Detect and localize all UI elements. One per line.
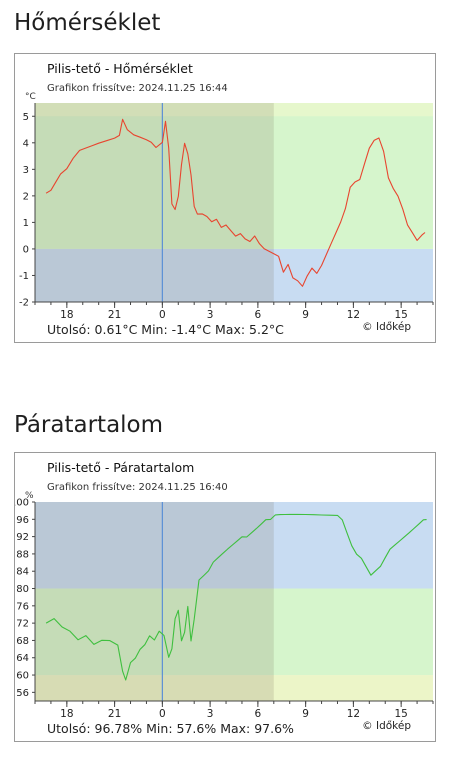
y-tick-label: 4 xyxy=(23,138,29,149)
chart-credit: © Időkép xyxy=(362,321,411,333)
x-tick-label: 12 xyxy=(347,708,360,720)
section-title-humidity: Páratartalom xyxy=(14,412,164,438)
chart-credit: © Időkép xyxy=(362,720,411,732)
y-tick-label: 84 xyxy=(16,567,29,578)
chart-subtitle: Grafikon frissítve: 2024.11.25 16:44 xyxy=(47,82,228,94)
temperature-chart-panel: Pilis-tető - Hőmérséklet Grafikon frissít… xyxy=(14,53,436,343)
y-tick-label: 60 xyxy=(16,671,29,682)
y-tick-label: 72 xyxy=(16,619,29,630)
y-unit-label: % xyxy=(25,491,34,501)
background-band xyxy=(35,502,433,589)
y-tick-label: 92 xyxy=(16,532,29,543)
background-band xyxy=(35,248,433,302)
background-band xyxy=(35,588,433,676)
background-band xyxy=(35,675,433,701)
x-tick-label: 21 xyxy=(108,708,121,720)
y-tick-label: 64 xyxy=(16,653,29,664)
x-tick-label: 0 xyxy=(159,309,166,321)
chart-title: Pilis-tető - Hőmérséklet xyxy=(47,61,193,76)
background-band xyxy=(35,103,433,117)
chart-stats: Utolsó: 0.61°C Min: -1.4°C Max: 5.2°C xyxy=(47,322,284,337)
y-tick-label: 96 xyxy=(16,515,29,526)
night-overlay xyxy=(35,103,274,302)
section-title-temperature: Hőmérséklet xyxy=(14,10,161,36)
y-tick-label: 68 xyxy=(16,636,29,647)
y-tick-label: -1 xyxy=(19,271,29,282)
y-tick-label: 1 xyxy=(23,218,29,229)
x-tick-label: 15 xyxy=(394,708,407,720)
x-tick-label: 18 xyxy=(60,708,73,720)
y-tick-label: 3 xyxy=(23,165,29,176)
chart-subtitle: Grafikon frissítve: 2024.11.25 16:40 xyxy=(47,481,228,493)
series-line xyxy=(45,513,427,681)
y-tick-label: 76 xyxy=(16,601,29,612)
y-tick-label: 2 xyxy=(23,191,29,202)
x-tick-label: 9 xyxy=(302,309,309,321)
x-tick-label: 15 xyxy=(394,309,407,321)
x-tick-label: 21 xyxy=(108,309,121,321)
background-band xyxy=(35,103,433,249)
chart-title: Pilis-tető - Páratartalom xyxy=(47,460,194,475)
x-tick-label: 6 xyxy=(255,309,262,321)
x-tick-label: 3 xyxy=(207,309,214,321)
y-tick-label: 100 xyxy=(15,498,29,509)
x-tick-label: 3 xyxy=(207,708,214,720)
night-overlay xyxy=(35,502,274,701)
y-tick-label: 88 xyxy=(16,549,29,560)
series-line xyxy=(45,118,426,287)
x-tick-label: 6 xyxy=(255,708,262,720)
y-tick-label: 0 xyxy=(23,244,29,255)
x-tick-label: 9 xyxy=(302,708,309,720)
x-tick-label: 18 xyxy=(60,309,73,321)
y-tick-label: 80 xyxy=(16,584,29,595)
humidity-chart-panel: Pilis-tető - Páratartalom Grafikon frissí… xyxy=(14,452,436,742)
y-tick-label: 56 xyxy=(16,688,29,699)
x-tick-label: 0 xyxy=(159,708,166,720)
x-tick-label: 12 xyxy=(347,309,360,321)
temperature-chart: Pilis-tető - Hőmérséklet Grafikon frissít… xyxy=(19,61,434,337)
y-unit-label: °C xyxy=(25,92,36,102)
y-tick-label: -2 xyxy=(19,298,29,309)
y-tick-label: 5 xyxy=(23,112,29,123)
humidity-chart: Pilis-tető - Páratartalom Grafikon frissí… xyxy=(15,460,434,736)
chart-stats: Utolsó: 96.78% Min: 57.6% Max: 97.6% xyxy=(47,721,294,736)
